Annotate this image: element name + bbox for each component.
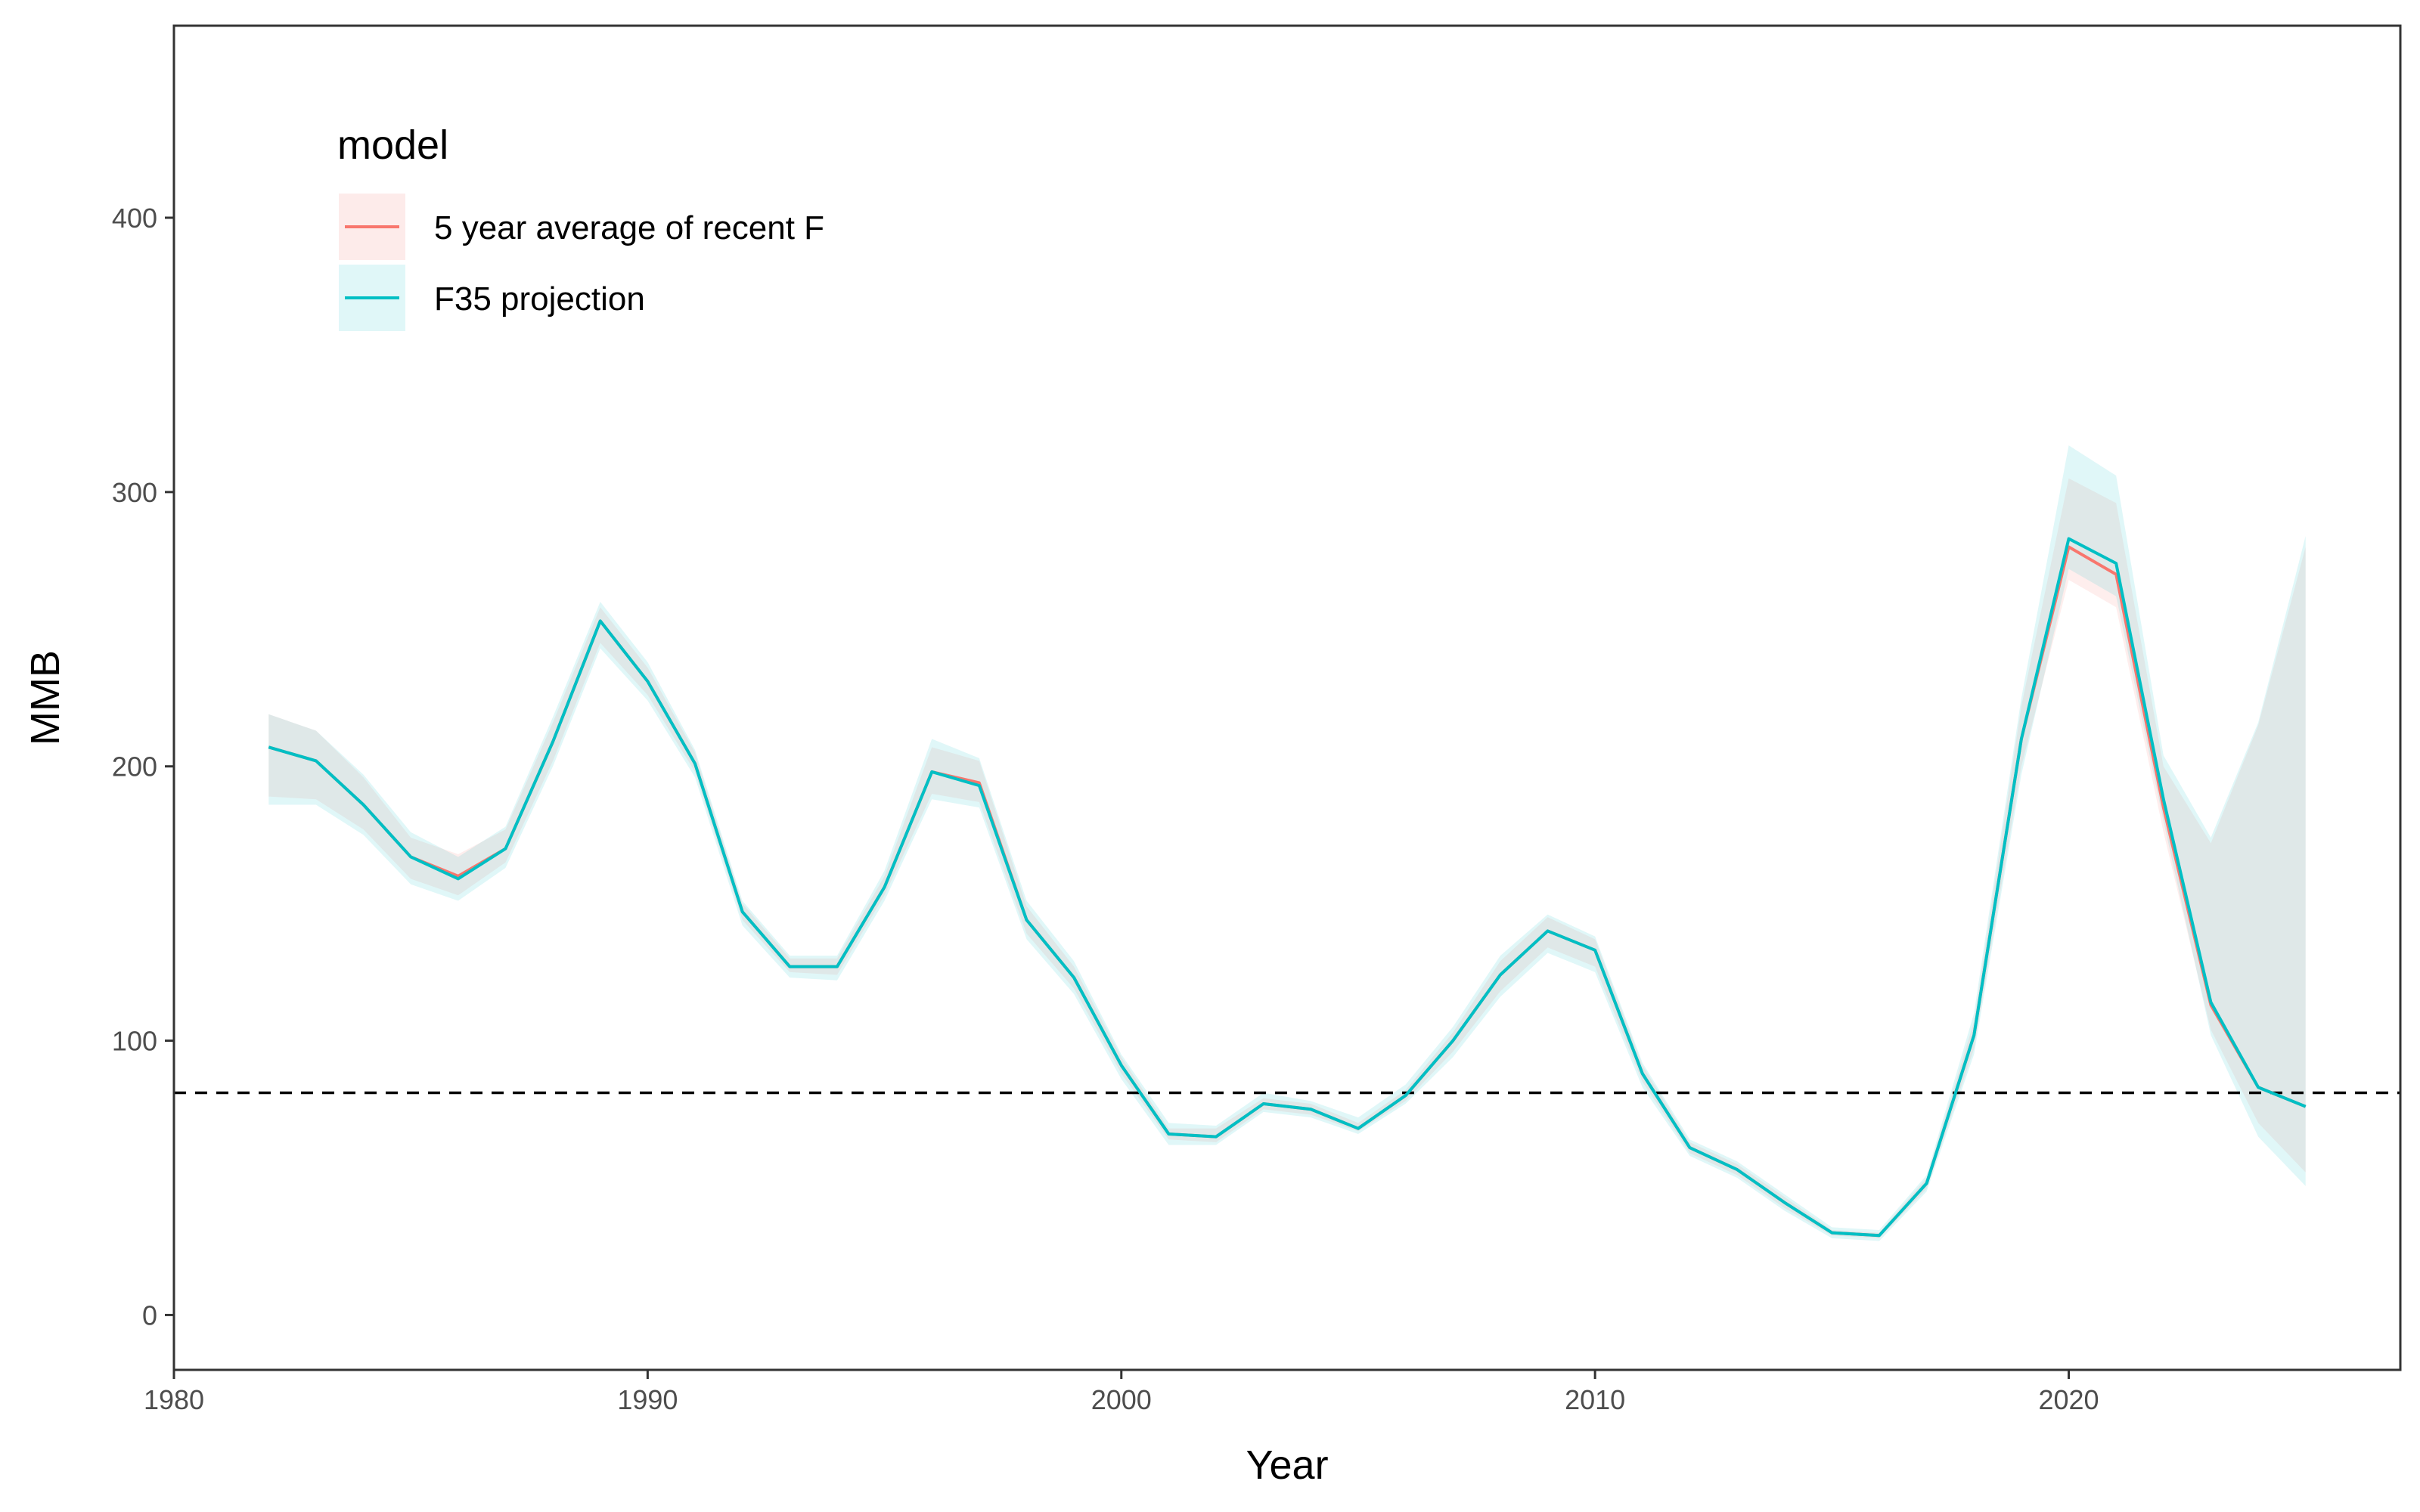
legend-entry-label: 5 year average of recent F <box>434 209 824 246</box>
x-tick-label: 1980 <box>144 1384 204 1415</box>
y-tick-label: 400 <box>112 203 157 234</box>
y-axis-title: MMB <box>23 650 68 745</box>
x-axis-title: Year <box>1246 1442 1328 1488</box>
legend-title: model <box>337 122 448 168</box>
series-lines <box>268 537 2307 1238</box>
x-tick-label: 2000 <box>1091 1384 1152 1415</box>
series-line-1 <box>268 537 2307 1238</box>
panel-border <box>172 24 2402 1371</box>
x-tick-label: 2010 <box>1565 1384 1625 1415</box>
x-tick-label: 2020 <box>2038 1384 2099 1415</box>
y-tick-label: 200 <box>112 751 157 782</box>
x-tick-label: 1990 <box>617 1384 678 1415</box>
legend-entry-label: F35 projection <box>434 280 645 318</box>
x-axis: 1980 1990 2000 2010 2020 <box>144 1370 2099 1415</box>
y-axis: 0 100 200 300 400 <box>112 203 174 1331</box>
legend: model 5 year average of recent F F35 proj… <box>337 122 824 331</box>
y-tick-label: 0 <box>142 1300 157 1331</box>
y-tick-label: 300 <box>112 477 157 508</box>
y-tick-label: 100 <box>112 1026 157 1057</box>
confidence-ribbons <box>268 445 2306 1241</box>
ribbon-series-1 <box>268 445 2306 1241</box>
